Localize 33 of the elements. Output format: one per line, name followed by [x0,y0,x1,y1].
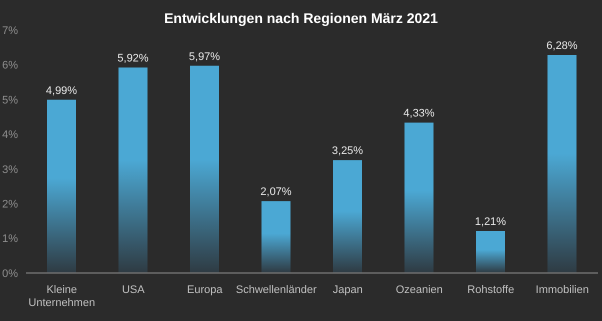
x-tick-label: Japan [332,284,363,296]
y-tick-label: 3% [2,164,18,176]
bar [47,100,76,273]
data-label: 5,97% [188,50,220,63]
data-label: 2,07% [260,186,292,198]
data-label: 6,28% [546,40,578,52]
x-tick-label: Immobilien [536,284,589,296]
data-label: 4,99% [46,84,78,97]
data-label: 3,25% [332,145,364,158]
chart-title: Entwicklungen nach Regionen März 2021 [163,10,439,26]
x-tick-label: USA [122,284,146,296]
y-tick-label: 0% [2,268,18,280]
bar [190,66,219,273]
y-tick-label: 6% [2,60,18,72]
bar [333,160,362,273]
data-label: 5,92% [117,52,149,64]
bar [404,122,434,273]
bar [548,54,576,273]
y-tick-label: 2% [2,198,18,210]
bar [118,67,148,273]
x-tick-label: Europa [187,284,224,296]
bar [476,230,505,273]
data-label: 4,33% [403,108,435,120]
data-label: 1,21% [474,216,506,228]
x-tick-label: Rohstoffe [467,284,514,296]
y-tick-label: 5% [2,94,18,106]
y-tick-label: 4% [2,129,18,142]
x-tick-label: Ozeanien [396,284,443,296]
y-tick-label: 1% [2,233,18,246]
x-tick-label: Schwellenländer [236,284,317,296]
x-tick-label: Kleine Unternehmen [28,284,96,309]
bar [262,201,290,273]
y-tick-label: 7% [2,24,18,37]
